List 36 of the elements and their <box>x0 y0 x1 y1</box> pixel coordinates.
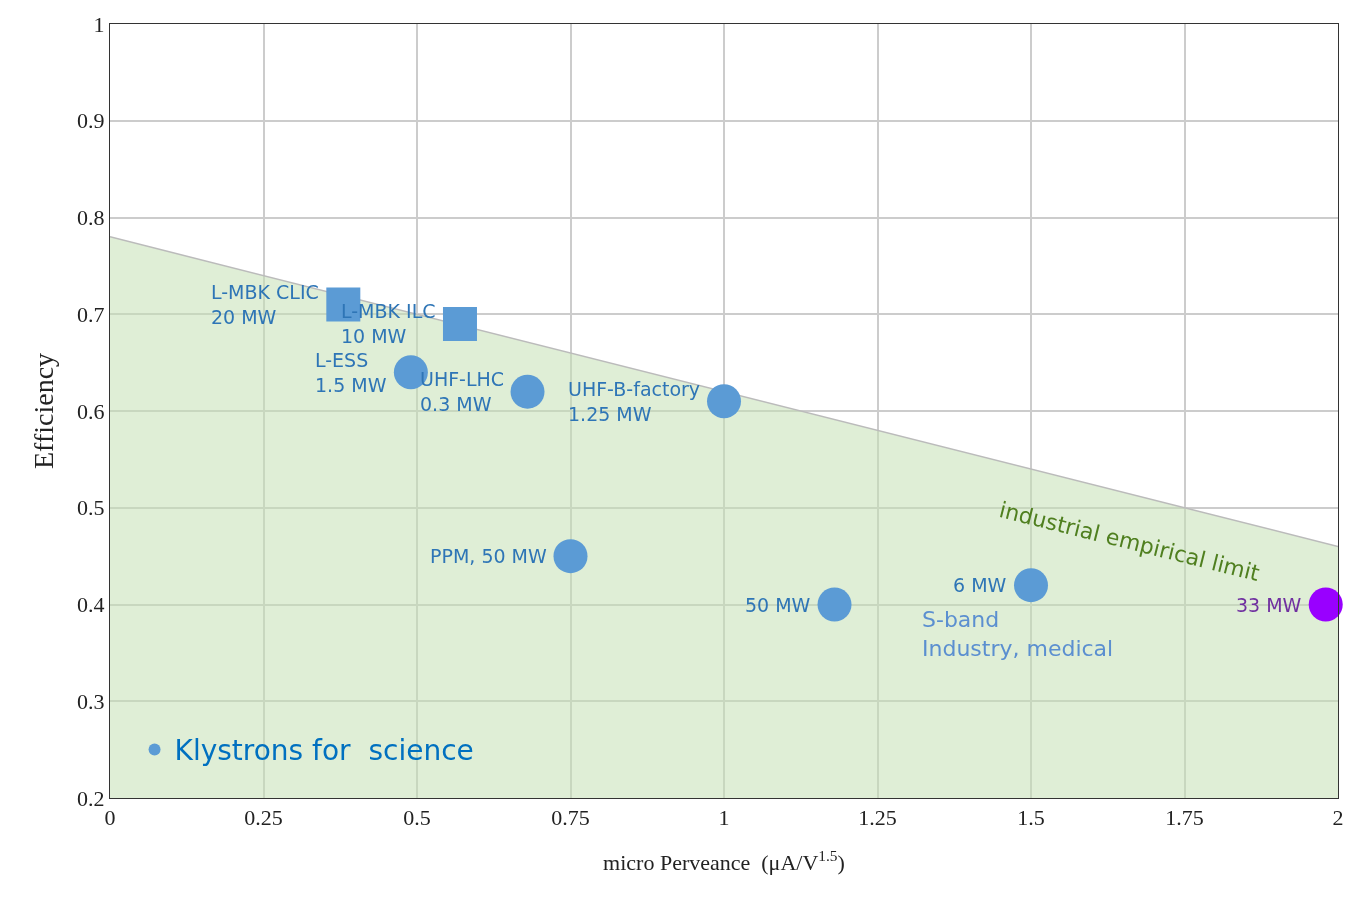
point <box>817 587 852 622</box>
x-tick-label: 1.75 <box>1165 805 1204 831</box>
annotation: 6 MW <box>953 574 1007 596</box>
y-tick-label: 0.9 <box>77 108 105 134</box>
x-tick-label: 0.5 <box>403 805 431 831</box>
y-tick-label: 0.2 <box>77 785 105 811</box>
y-tick-label: 0.5 <box>77 495 105 521</box>
y-tick-label: 0.6 <box>77 398 105 424</box>
annotation: L-MBK CLIC 20 MW <box>211 281 319 328</box>
y-tick-label: 0.4 <box>77 592 105 618</box>
annotation: UHF-B-factory 1.25 MW <box>568 378 701 425</box>
y-tick-label: 0.3 <box>77 688 105 714</box>
point <box>442 306 477 341</box>
x-tick-label: 1.25 <box>858 805 897 831</box>
point <box>707 384 741 419</box>
annotation: 33 MW <box>1236 594 1302 616</box>
point <box>1308 587 1343 622</box>
y-tick-label: 1 <box>93 11 105 37</box>
x-tick-label: 1.5 <box>1017 805 1045 831</box>
annotation: L-ESS 1.5 MW <box>315 349 387 396</box>
point <box>553 539 588 574</box>
x-tick-label: 1 <box>718 805 730 831</box>
x-tick-label: 0 <box>104 805 116 831</box>
x-tick-label: 0.25 <box>244 805 283 831</box>
y-tick-label: 0.8 <box>77 205 105 231</box>
annotation: S-band Industry, medical <box>922 607 1114 661</box>
point <box>510 374 545 409</box>
annotation: PPM, 50 MW <box>430 545 547 567</box>
x-tick-label: 0.75 <box>551 805 590 831</box>
x-tick-label: 2 <box>1332 805 1344 831</box>
x-axis-title: micro Perveance (μA/V$^{1.5}$) <box>603 847 845 876</box>
annotation: 50 MW <box>745 594 811 616</box>
point <box>1014 568 1048 603</box>
y-axis-title: Efficiency <box>27 352 59 470</box>
y-tick-label: 0.7 <box>77 301 105 327</box>
legend-label: Klystrons for science <box>174 734 474 768</box>
